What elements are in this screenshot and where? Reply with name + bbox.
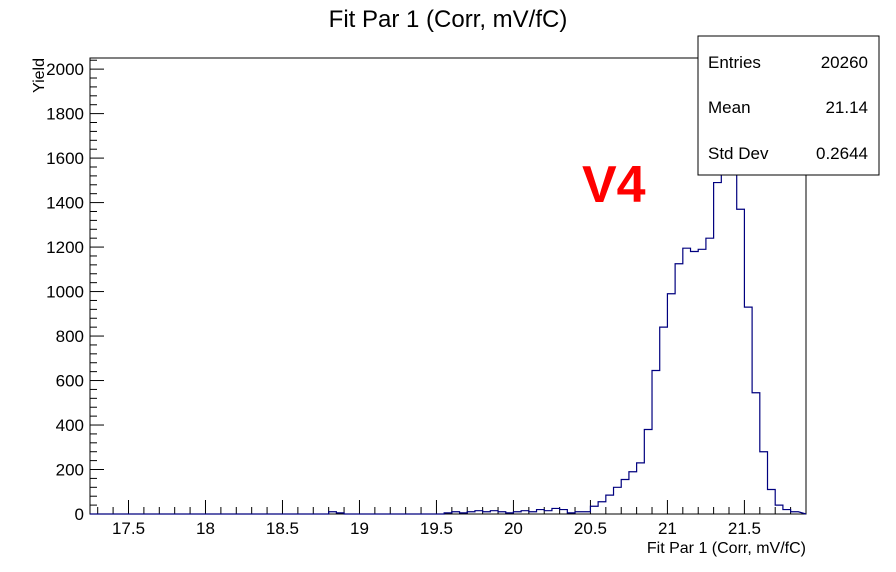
y-tick-label: 1600 [46,149,84,168]
x-axis: 17.5 18 18.5 19 19.5 20 20.5 21 21.5 [97,500,807,538]
stats-std-label: Std Dev [708,144,769,163]
x-tick-label: 18 [196,519,215,538]
y-tick-label: 200 [56,461,84,480]
y-tick-label: 1800 [46,105,84,124]
x-tick-label: 18.5 [266,519,299,538]
x-tick-label: 20 [504,519,523,538]
y-tick-label: 2000 [46,60,84,79]
y-tick-label: 800 [56,327,84,346]
stats-box: Entries 20260 Mean 21.14 Std Dev 0.2644 [697,35,880,176]
y-axis: 0 200 400 600 800 1000 1200 1400 1600 1800 2000 [46,59,104,524]
stats-mean-label: Mean [708,98,751,117]
y-tick-label: 0 [75,505,84,524]
y-tick-label: 1400 [46,194,84,213]
y-tick-label: 1200 [46,238,84,257]
stats-entries-label: Entries [708,53,761,72]
stats-mean-value: 21.14 [825,98,868,117]
x-tick-label: 17.5 [112,519,145,538]
y-tick-label: 400 [56,416,84,435]
x-axis-title: Fit Par 1 (Corr, mV/fC) [647,540,806,557]
stats-entries-value: 20260 [821,53,868,72]
histogram-outline [90,148,807,515]
x-tick-label: 19.5 [420,519,453,538]
chart-title: Fit Par 1 (Corr, mV/fC) [329,6,568,33]
stats-std-value: 0.2644 [816,144,868,163]
y-axis-title: Yield [31,58,48,93]
x-tick-label: 20.5 [574,519,607,538]
stats-box-frame [697,35,880,176]
version-overlay-label: V4 [582,156,646,214]
y-tick-label: 1000 [46,283,84,302]
x-tick-label: 19 [350,519,369,538]
plot-frame [89,57,807,515]
x-tick-label: 21 [658,519,677,538]
y-tick-label: 600 [56,372,84,391]
x-tick-label: 21.5 [728,519,761,538]
